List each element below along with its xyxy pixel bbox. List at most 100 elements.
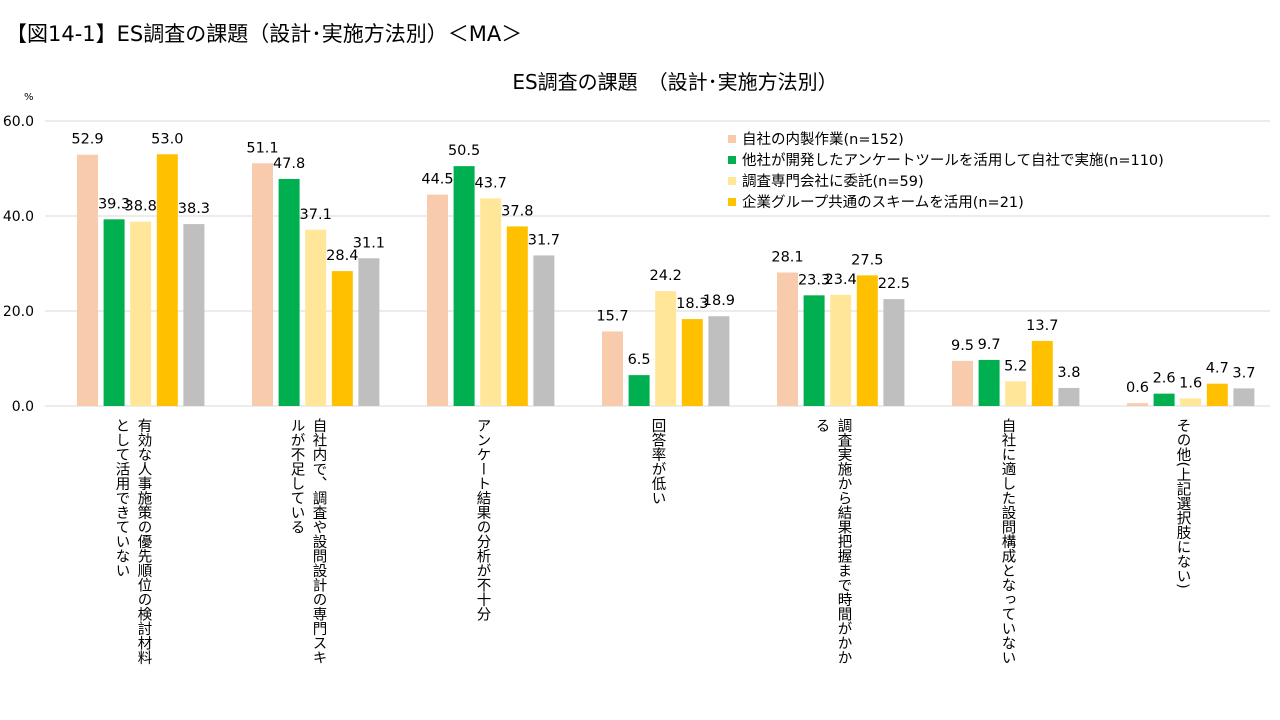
data-label: 22.5	[878, 276, 910, 292]
data-label: 28.4	[326, 248, 358, 264]
bar	[77, 154, 98, 406]
data-label: 27.5	[851, 252, 883, 268]
category-label-line: 有効な人事施策の優先順位の検討材料	[135, 418, 152, 665]
bar	[883, 299, 905, 406]
bar	[278, 178, 300, 406]
category-label: 調査実施から結果把握まで時間がかかる	[773, 418, 893, 714]
bar	[1058, 387, 1080, 406]
bar	[358, 258, 380, 406]
category-label: 有効な人事施策の優先順位の検討材料 として活用できていない	[73, 418, 193, 714]
bar	[1005, 381, 1027, 406]
category-label-line: 自社に適した設問構成となっていない	[999, 418, 1016, 665]
bar	[103, 219, 125, 406]
data-label: 9.5	[951, 338, 974, 354]
category-label-line: として活用できていない	[113, 418, 130, 578]
data-label: 38.3	[178, 201, 210, 217]
legend-swatch	[728, 197, 736, 206]
data-label: 3.8	[1057, 365, 1080, 381]
data-label: 43.7	[475, 175, 507, 191]
data-label: 28.1	[771, 250, 803, 266]
chart-title: ES調査の課題 （設計･実施方法別）	[512, 70, 838, 94]
legend-item: 自社の内製作業(n=152)	[728, 128, 1164, 149]
category-label: 自社内で、調査や設問設計の専門スキ ルが不足している	[248, 418, 368, 714]
data-label: 39.3	[98, 196, 130, 212]
data-label: 15.7	[596, 308, 628, 324]
data-label: 50.5	[448, 143, 480, 159]
legend-label: 調査専門会社に委託(n=59)	[742, 174, 924, 190]
bar	[628, 375, 650, 406]
data-label: 37.1	[300, 207, 332, 223]
y-tick-label: 60.0	[3, 114, 34, 130]
data-label: 6.5	[628, 352, 651, 368]
data-label: 24.2	[650, 268, 682, 284]
data-label: 53.0	[151, 131, 183, 147]
bar	[506, 226, 528, 406]
data-label: 5.2	[1004, 358, 1027, 374]
bar	[156, 154, 178, 406]
category-label-line: その他(上記選択肢にない)	[1174, 418, 1191, 589]
data-label: 9.7	[978, 337, 1001, 353]
category-label-line: ルが不足している	[288, 418, 305, 534]
y-tick-label: 0.0	[12, 399, 34, 415]
legend-swatch	[728, 134, 736, 143]
bar	[1206, 383, 1228, 406]
bar	[1031, 340, 1053, 406]
data-label: 38.8	[125, 199, 157, 215]
category-label-line: 調査実施から結果把握まで時間がかか	[835, 418, 852, 665]
data-label: 1.6	[1179, 375, 1202, 391]
data-label: 3.7	[1232, 365, 1255, 381]
data-label: 52.9	[71, 132, 103, 148]
legend-item: 企業グループ共通のスキームを活用(n=21)	[728, 191, 1164, 212]
bar	[952, 360, 973, 406]
bar	[331, 271, 353, 406]
data-label: 23.4	[825, 272, 857, 288]
data-label: 13.7	[1026, 318, 1058, 334]
category-label-line: 自社内で、調査や設問設計の専門スキ	[310, 418, 327, 665]
legend-item: 調査専門会社に委託(n=59)	[728, 170, 1164, 191]
bar	[252, 163, 273, 406]
data-label: 0.6	[1126, 380, 1149, 396]
legend-swatch	[728, 155, 736, 164]
data-label: 4.7	[1206, 361, 1229, 377]
category-label: その他(上記選択肢にない)	[1123, 418, 1243, 714]
bar	[305, 229, 327, 406]
bar	[453, 166, 475, 406]
legend-label: 自社の内製作業(n=152)	[742, 132, 904, 148]
bar	[978, 359, 1000, 406]
category-label-line: る	[813, 418, 830, 433]
bar	[708, 316, 730, 406]
bar	[533, 255, 555, 406]
bar	[803, 295, 825, 406]
data-label: 51.1	[246, 140, 278, 156]
category-label: アンケート結果の分析が不十分	[423, 418, 543, 714]
bar	[856, 275, 878, 406]
bar	[183, 224, 205, 406]
bar	[1233, 388, 1255, 406]
legend: 自社の内製作業(n=152) 他社が開発したアンケートツールを活用して自社で実施…	[728, 128, 1164, 212]
bar	[830, 294, 852, 406]
category-label: 自社に適した設問構成となっていない	[948, 418, 1068, 714]
bar	[130, 221, 152, 406]
bar	[655, 291, 677, 406]
bar	[1180, 398, 1202, 406]
category-label: 回答率が低い	[598, 418, 718, 714]
bar	[1153, 393, 1175, 406]
data-label: 2.6	[1153, 371, 1176, 387]
y-tick-label: 40.0	[3, 209, 34, 225]
bar	[602, 331, 623, 406]
bar	[427, 194, 448, 406]
data-label: 31.7	[528, 232, 560, 248]
data-label: 31.1	[353, 235, 385, 251]
data-label: 44.5	[421, 172, 453, 188]
data-label: 18.9	[703, 293, 735, 309]
legend-swatch	[728, 176, 736, 185]
bar	[777, 272, 798, 406]
data-label: 37.8	[501, 203, 533, 219]
bar	[681, 319, 703, 406]
data-label: 47.8	[273, 156, 305, 172]
legend-item: 他社が開発したアンケートツールを活用して自社で実施(n=110)	[728, 149, 1164, 170]
category-label-line: 回答率が低い	[649, 418, 666, 505]
data-label: 18.3	[676, 296, 708, 312]
bar	[480, 198, 502, 406]
